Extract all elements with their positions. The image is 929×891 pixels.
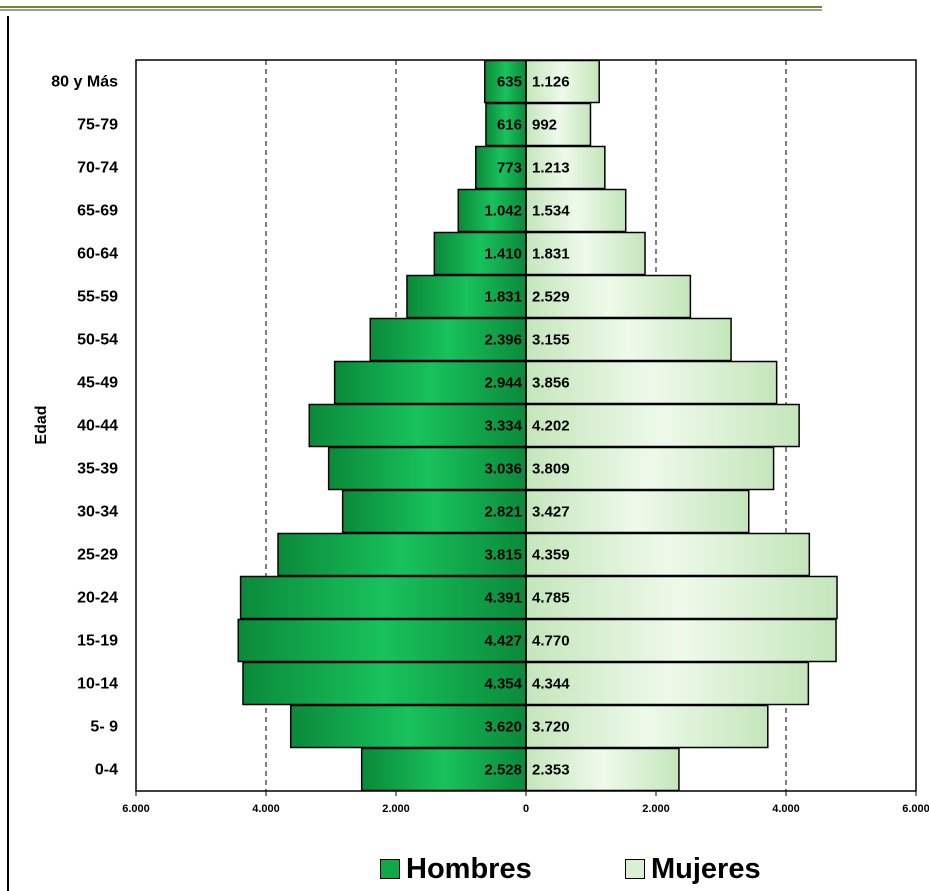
value-label-mujeres-4: 1.831 — [532, 246, 570, 263]
bar-mujeres-11 — [525, 532, 811, 577]
y-axis-label: Edad — [33, 405, 50, 444]
category-label-10: 30-34 — [77, 504, 118, 521]
value-label-hombres-7: 2.944 — [484, 375, 522, 392]
bar-mujeres-13 — [525, 618, 837, 663]
bar-hombres-11 — [277, 532, 527, 577]
legend-swatch-hombres — [380, 859, 400, 879]
bar-hombres-14 — [242, 661, 527, 706]
value-label-hombres-6: 2.396 — [484, 332, 522, 349]
bar-hombres-10 — [341, 489, 527, 534]
bar-mujeres-8 — [525, 403, 800, 448]
value-label-hombres-13: 4.427 — [484, 633, 522, 650]
value-label-mujeres-2: 1.213 — [532, 160, 570, 177]
bar-hombres-13 — [237, 618, 527, 663]
x-tick-label-5: 4.000 — [772, 803, 800, 815]
value-label-hombres-11: 3.815 — [484, 547, 522, 564]
value-label-mujeres-16: 2.353 — [532, 762, 570, 779]
bar-mujeres-12 — [525, 575, 838, 620]
value-label-mujeres-15: 3.720 — [532, 719, 570, 736]
x-tick-label-2: 2.000 — [382, 803, 410, 815]
bar-hombres-0 — [483, 59, 527, 104]
value-label-mujeres-14: 4.344 — [532, 676, 570, 693]
value-label-mujeres-3: 1.534 — [532, 203, 570, 220]
value-label-mujeres-7: 3.856 — [532, 375, 570, 392]
bar-mujeres-3 — [525, 188, 627, 233]
value-label-hombres-4: 1.410 — [484, 246, 522, 263]
axis-layer: 6.000 4.000 2.000 0 2.000 4.000 6.000 — [122, 60, 929, 815]
category-label-0: 80 y Más — [51, 74, 118, 91]
value-label-hombres-2: 773 — [497, 160, 522, 177]
bars-layer — [237, 59, 838, 792]
value-label-hombres-16: 2.528 — [484, 762, 522, 779]
category-label-6: 50-54 — [77, 332, 118, 349]
bar-mujeres-4 — [525, 231, 646, 276]
bar-mujeres-5 — [525, 274, 692, 319]
bar-hombres-12 — [239, 575, 527, 620]
value-label-hombres-3: 1.042 — [484, 203, 522, 220]
bar-mujeres-9 — [525, 446, 775, 491]
value-label-mujeres-10: 3.427 — [532, 504, 570, 521]
value-label-mujeres-8: 4.202 — [532, 418, 570, 435]
x-tick-label-4: 2.000 — [642, 803, 670, 815]
value-label-hombres-10: 2.821 — [484, 504, 522, 521]
labels-layer: 635 1.126 80 y Más 616 992 75-79 773 1.213 70-74… — [51, 74, 570, 779]
bar-hombres-3 — [457, 188, 527, 233]
value-label-hombres-1: 616 — [497, 117, 522, 134]
bar-hombres-1 — [485, 102, 527, 147]
category-label-3: 65-69 — [77, 203, 118, 220]
value-label-mujeres-1: 992 — [532, 117, 557, 134]
category-label-14: 10-14 — [77, 676, 118, 693]
category-label-4: 60-64 — [77, 246, 118, 263]
category-label-7: 45-49 — [77, 375, 118, 392]
category-label-2: 70-74 — [77, 160, 118, 177]
value-label-hombres-0: 635 — [497, 74, 522, 91]
grid-layer — [265, 60, 787, 791]
bar-hombres-7 — [333, 360, 527, 405]
value-label-hombres-5: 1.831 — [484, 289, 522, 306]
category-label-12: 20-24 — [77, 590, 118, 607]
bar-mujeres-15 — [525, 704, 769, 749]
bar-mujeres-0 — [525, 59, 600, 104]
legend-swatch-mujeres — [625, 859, 645, 879]
bar-hombres-2 — [475, 145, 527, 190]
category-label-8: 40-44 — [77, 418, 118, 435]
value-label-mujeres-12: 4.785 — [532, 590, 570, 607]
value-label-hombres-12: 4.391 — [484, 590, 522, 607]
x-tick-label-6: 6.000 — [902, 803, 929, 815]
bar-hombres-9 — [327, 446, 527, 491]
category-label-11: 25-29 — [77, 547, 118, 564]
category-label-9: 35-39 — [77, 461, 118, 478]
x-tick-label-0: 6.000 — [122, 803, 150, 815]
bar-hombres-16 — [360, 747, 527, 792]
bar-mujeres-14 — [525, 661, 810, 706]
bar-hombres-8 — [308, 403, 527, 448]
x-tick-label-3: 0 — [523, 803, 529, 815]
bar-hombres-5 — [406, 274, 527, 319]
category-label-1: 75-79 — [77, 117, 118, 134]
value-label-hombres-15: 3.620 — [484, 719, 522, 736]
bar-mujeres-16 — [525, 747, 680, 792]
category-label-15: 5- 9 — [90, 719, 118, 736]
x-tick-label-1: 4.000 — [252, 803, 280, 815]
value-label-mujeres-0: 1.126 — [532, 74, 570, 91]
value-label-mujeres-6: 3.155 — [532, 332, 570, 349]
category-label-16: 0-4 — [95, 762, 118, 779]
legend-mujeres: Mujeres — [625, 852, 761, 886]
legend-label-hombres: Hombres — [406, 852, 532, 885]
value-label-mujeres-5: 2.529 — [532, 289, 570, 306]
value-label-hombres-8: 3.334 — [484, 418, 522, 435]
value-label-mujeres-13: 4.770 — [532, 633, 570, 650]
legend-label-mujeres: Mujeres — [651, 852, 761, 885]
category-label-13: 15-19 — [77, 633, 118, 650]
value-label-mujeres-9: 3.809 — [532, 461, 570, 478]
category-label-5: 55-59 — [77, 289, 118, 306]
value-label-hombres-14: 4.354 — [484, 676, 522, 693]
legend-hombres: Hombres — [380, 852, 532, 886]
value-label-mujeres-11: 4.359 — [532, 547, 570, 564]
value-label-hombres-9: 3.036 — [484, 461, 522, 478]
